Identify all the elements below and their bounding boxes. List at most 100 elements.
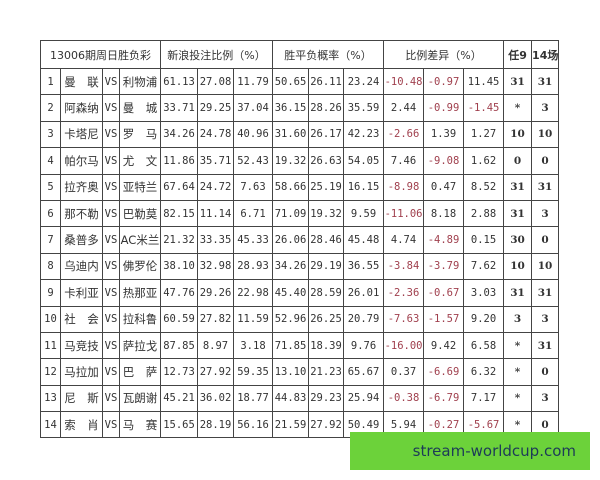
- sina-value: 67.64: [160, 173, 198, 201]
- sina-value: 27.08: [197, 67, 234, 96]
- prob-value: 35.59: [343, 94, 385, 122]
- c14-pick: 31: [531, 173, 560, 201]
- sina-value: 27.92: [197, 358, 234, 386]
- sina-value: 36.02: [197, 384, 234, 413]
- prob-value: 20.79: [343, 305, 385, 333]
- prob-value: 19.32: [272, 147, 310, 175]
- table-row: 4 帕尔马 VS 尤 文 11.86 35.71 52.43 19.32 26.63 54.05 7…: [40, 147, 560, 175]
- vs-label: VS: [102, 305, 120, 333]
- diff-value: 3.03: [463, 279, 505, 307]
- home-team: 桑普多: [60, 226, 103, 254]
- table-row: 5 拉齐奥 VS 亚特兰 67.64 24.72 7.63 58.66 25.19 16.15 -8…: [40, 173, 560, 201]
- prob-value: 13.10: [272, 358, 310, 386]
- ren9-pick: *: [503, 94, 533, 122]
- match-number: 10: [40, 305, 61, 333]
- sina-value: 45.33: [232, 226, 274, 254]
- sina-value: 28.19: [197, 411, 234, 439]
- header-ren9: 任9: [503, 40, 533, 69]
- home-team: 社 会: [60, 305, 103, 333]
- diff-value: 2.88: [463, 199, 505, 228]
- match-number: 11: [40, 331, 61, 360]
- diff-value: 1.62: [463, 147, 505, 175]
- home-team: 那不勒: [60, 199, 103, 228]
- ren9-pick: 10: [503, 252, 533, 281]
- match-number: 4: [40, 147, 61, 175]
- c14-pick: 31: [531, 279, 560, 307]
- prob-value: 71.85: [272, 331, 310, 360]
- sina-value: 24.72: [197, 173, 234, 201]
- away-team: AC米兰: [119, 226, 161, 254]
- diff-value: 11.45: [463, 67, 505, 96]
- sina-value: 11.86: [160, 147, 198, 175]
- prob-value: 45.40: [272, 279, 310, 307]
- prob-value: 28.59: [308, 279, 345, 307]
- prob-value: 26.01: [343, 279, 385, 307]
- sina-value: 15.65: [160, 411, 198, 439]
- diff-value: 8.18: [423, 199, 465, 228]
- home-team: 马竞技: [60, 331, 103, 360]
- prob-value: 31.60: [272, 120, 310, 149]
- diff-value: -10.48: [383, 67, 425, 96]
- sina-value: 60.59: [160, 305, 198, 333]
- table-row: 3 卡塔尼 VS 罗 马 34.26 24.78 40.96 31.60 26.17 42.23-…: [40, 120, 560, 149]
- diff-value: 7.62: [463, 252, 505, 281]
- sina-value: 37.04: [232, 94, 274, 122]
- away-team: 巴 萨: [119, 358, 161, 386]
- away-team: 利物浦: [119, 67, 161, 96]
- c14-pick: 0: [531, 147, 560, 175]
- sina-value: 3.18: [232, 331, 274, 360]
- sina-value: 61.13: [160, 67, 198, 96]
- header-probability: 胜平负概率（%）: [272, 40, 385, 69]
- diff-value: -7.63: [383, 305, 425, 333]
- ren9-pick: 31: [503, 173, 533, 201]
- away-team: 拉科鲁: [119, 305, 161, 333]
- sina-value: 47.76: [160, 279, 198, 307]
- ren9-pick: *: [503, 331, 533, 360]
- table-row: 11 马竞技 VS 萨拉戈 87.85 8.97 3.18 71.85 18.39 9.76 -16…: [40, 331, 560, 360]
- vs-label: VS: [102, 226, 120, 254]
- sina-value: 52.43: [232, 147, 274, 175]
- prob-value: 26.06: [272, 226, 310, 254]
- diff-value: -0.99: [423, 94, 465, 122]
- away-team: 罗 马: [119, 120, 161, 149]
- header-title: 13006期周日胜负彩: [40, 40, 161, 69]
- diff-value: 1.39: [423, 120, 465, 149]
- prob-value: 16.15: [343, 173, 385, 201]
- prob-value: 65.67: [343, 358, 385, 386]
- vs-label: VS: [102, 173, 120, 201]
- diff-value: 6.58: [463, 331, 505, 360]
- diff-value: -2.36: [383, 279, 425, 307]
- prob-value: 9.59: [343, 199, 385, 228]
- sina-value: 56.16: [232, 411, 274, 439]
- diff-value: -8.98: [383, 173, 425, 201]
- diff-value: -1.57: [423, 305, 465, 333]
- match-number: 9: [40, 279, 61, 307]
- vs-label: VS: [102, 358, 120, 386]
- prob-value: 54.05: [343, 147, 385, 175]
- diff-value: 6.32: [463, 358, 505, 386]
- prob-value: 44.83: [272, 384, 310, 413]
- sina-value: 35.71: [197, 147, 234, 175]
- header-14: 14场: [531, 40, 560, 69]
- prob-value: 71.09: [272, 199, 310, 228]
- diff-value: -11.06: [383, 199, 425, 228]
- prob-value: 19.32: [308, 199, 345, 228]
- match-number: 5: [40, 173, 61, 201]
- diff-value: 0.37: [383, 358, 425, 386]
- prob-value: 42.23: [343, 120, 385, 149]
- c14-pick: 10: [531, 120, 560, 149]
- vs-label: VS: [102, 279, 120, 307]
- table-row: 10 社 会 VS 拉科鲁 60.59 27.82 11.59 52.96 26.25 20.79…: [40, 305, 560, 333]
- ren9-pick: *: [503, 358, 533, 386]
- ren9-pick: 0: [503, 147, 533, 175]
- prob-value: 21.23: [308, 358, 345, 386]
- c14-pick: 0: [531, 358, 560, 386]
- sina-value: 22.98: [232, 279, 274, 307]
- away-team: 曼 城: [119, 94, 161, 122]
- diff-value: 7.46: [383, 147, 425, 175]
- diff-value: -6.79: [423, 384, 465, 413]
- diff-value: 8.52: [463, 173, 505, 201]
- prob-value: 21.59: [272, 411, 310, 439]
- sina-value: 40.96: [232, 120, 274, 149]
- away-team: 巴勒莫: [119, 199, 161, 228]
